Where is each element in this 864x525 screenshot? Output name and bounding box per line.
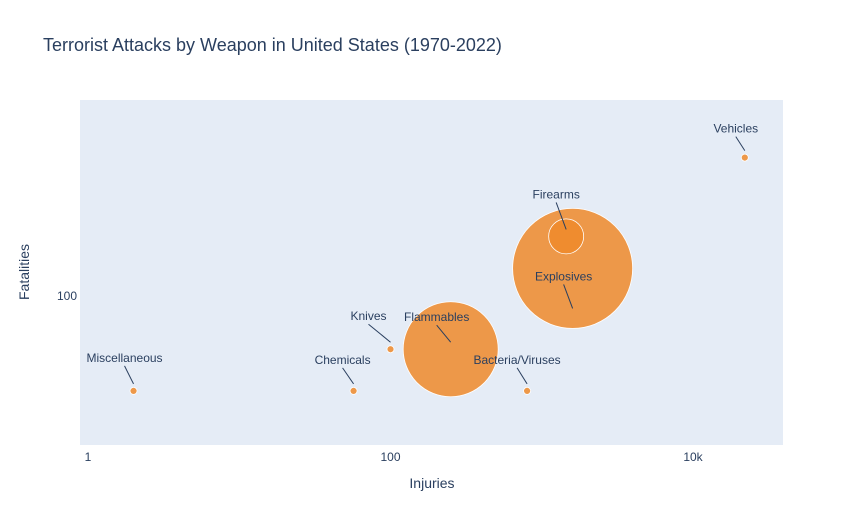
bubble-bacteria-viruses[interactable] bbox=[523, 387, 531, 395]
annotation-arrow bbox=[563, 284, 574, 309]
bubble-vehicles[interactable] bbox=[740, 153, 749, 162]
y-tick-label: 100 bbox=[57, 289, 77, 303]
bubble-explosives[interactable] bbox=[512, 208, 634, 329]
y-axis-ticks: 100 bbox=[57, 289, 77, 303]
annotation-label: Firearms bbox=[532, 187, 579, 201]
annotation-label: Vehicles bbox=[713, 122, 758, 136]
bubble-firearms[interactable] bbox=[548, 218, 585, 255]
annotations: Vehicles Firearms Explosives Flammables Kniv… bbox=[87, 122, 758, 385]
annotation-arrow bbox=[516, 367, 528, 385]
annotation-label: Flammables bbox=[404, 310, 469, 324]
chart-title: Terrorist Attacks by Weapon in United St… bbox=[43, 35, 502, 55]
annotation-arrow bbox=[555, 202, 567, 230]
annotation-label: Explosives bbox=[535, 269, 592, 283]
x-axis-title: Injuries bbox=[409, 475, 454, 491]
plot-area bbox=[80, 100, 783, 445]
x-tick-label: 100 bbox=[380, 450, 400, 464]
y-axis-title: Fatalities bbox=[16, 244, 32, 300]
annotation-label: Miscellaneous bbox=[87, 351, 163, 365]
x-tick-label: 10k bbox=[683, 450, 703, 464]
bubble-knives[interactable] bbox=[386, 345, 395, 354]
annotation-arrow bbox=[124, 365, 134, 385]
x-axis-ticks: 1 100 10k bbox=[85, 450, 704, 464]
annotation-arrow bbox=[436, 324, 452, 343]
annotation-label: Bacteria/Viruses bbox=[474, 353, 561, 367]
annotation-label: Chemicals bbox=[315, 353, 371, 367]
bubbles bbox=[129, 153, 749, 398]
bubble-miscellaneous[interactable] bbox=[129, 387, 138, 395]
x-tick-label: 1 bbox=[85, 450, 92, 464]
bubble-flammables[interactable] bbox=[402, 301, 499, 398]
annotation-label: Knives bbox=[350, 309, 386, 323]
bubble-chemicals[interactable] bbox=[349, 387, 358, 395]
annotation-arrow bbox=[368, 323, 391, 343]
annotation-arrow bbox=[342, 367, 354, 385]
annotation-arrow bbox=[735, 136, 746, 151]
